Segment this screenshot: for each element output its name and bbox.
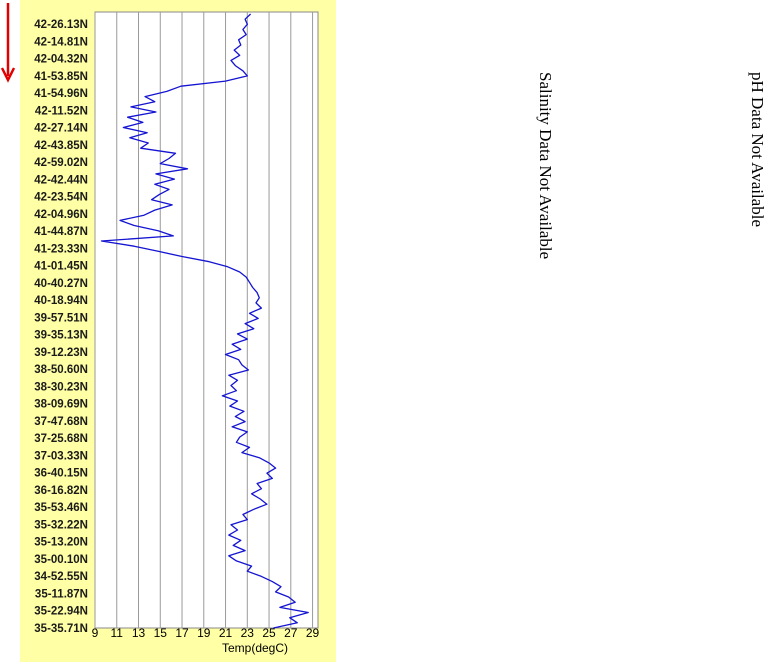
y-tick-label: 35-00.10N bbox=[34, 554, 88, 566]
y-tick-label: 42-27.14N bbox=[34, 123, 88, 135]
y-tick-label: 40-40.27N bbox=[34, 278, 88, 290]
x-tick-label: 9 bbox=[92, 626, 99, 640]
y-tick-label: 39-35.13N bbox=[34, 330, 88, 342]
y-tick-label: 42-59.02N bbox=[34, 157, 88, 169]
y-tick-label: 42-11.52N bbox=[35, 105, 88, 117]
y-tick-label: 34-52.55N bbox=[34, 571, 88, 583]
x-tick-label: 25 bbox=[262, 626, 276, 640]
y-tick-label: 42-43.85N bbox=[34, 140, 88, 152]
grid-layer bbox=[94, 11, 319, 629]
y-tick-label: 38-50.60N bbox=[34, 364, 88, 376]
x-axis-label: Temp(degC) bbox=[222, 641, 288, 655]
y-tick-label: 41-23.33N bbox=[34, 243, 88, 255]
x-tick-label: 13 bbox=[132, 626, 146, 640]
down-arrow-icon bbox=[0, 3, 16, 83]
salinity-unavailable-label: Salinity Data Not Available bbox=[536, 72, 555, 260]
ph-unavailable-label: pH Data Not Available bbox=[748, 72, 767, 228]
x-tick-label: 23 bbox=[241, 626, 255, 640]
x-tick-label: 17 bbox=[175, 626, 189, 640]
x-tick-label: 27 bbox=[284, 626, 298, 640]
y-tick-label: 42-23.54N bbox=[34, 192, 88, 204]
temperature-chart: 42-26.13N 42-14.81N 42-04.32N 41-53.85N 41-5… bbox=[34, 11, 320, 655]
y-tick-labels: 42-26.13N 42-14.81N 42-04.32N 41-53.85N 41-5… bbox=[34, 19, 88, 635]
y-tick-label: 36-40.15N bbox=[34, 468, 88, 480]
y-tick-label: 41-01.45N bbox=[34, 261, 88, 273]
y-tick-label: 39-57.51N bbox=[34, 312, 88, 324]
y-tick-label: 37-47.68N bbox=[34, 416, 88, 428]
temperature-series-line bbox=[100, 13, 309, 629]
y-tick-label: 42-14.81N bbox=[34, 36, 88, 48]
y-tick-label: 42-04.32N bbox=[34, 54, 88, 66]
y-tick-label: 38-09.69N bbox=[34, 399, 88, 411]
y-tick-label: 41-54.96N bbox=[34, 88, 88, 100]
y-tick-label: 42-42.44N bbox=[34, 174, 88, 186]
y-tick-label: 35-53.46N bbox=[34, 502, 88, 514]
y-tick-label: 37-25.68N bbox=[34, 433, 88, 445]
y-tick-label: 38-30.23N bbox=[34, 381, 88, 393]
x-tick-label: 21 bbox=[219, 626, 233, 640]
y-tick-label: 35-11.87N bbox=[35, 588, 88, 600]
y-tick-label: 35-35.71N bbox=[34, 623, 88, 635]
x-tick-label: 11 bbox=[111, 626, 124, 640]
y-tick-label: 39-12.23N bbox=[34, 347, 88, 359]
y-tick-label: 41-44.87N bbox=[34, 226, 88, 238]
x-tick-label: 19 bbox=[197, 626, 211, 640]
y-tick-label: 35-32.22N bbox=[34, 519, 88, 531]
y-tick-label: 42-04.96N bbox=[34, 209, 88, 221]
y-tick-label: 35-13.20N bbox=[34, 537, 88, 549]
y-tick-label: 36-16.82N bbox=[34, 485, 88, 497]
x-tick-label: 29 bbox=[306, 626, 320, 640]
plot-area bbox=[94, 11, 319, 629]
y-tick-label: 42-26.13N bbox=[34, 19, 88, 31]
series-layer bbox=[100, 13, 309, 629]
y-tick-label: 40-18.94N bbox=[34, 295, 88, 307]
y-tick-label: 41-53.85N bbox=[34, 71, 88, 83]
y-tick-label: 37-03.33N bbox=[34, 450, 88, 462]
x-tick-labels: 9 11 13 15 17 19 21 23 25 27 29 bbox=[92, 626, 320, 640]
y-tick-label: 35-22.94N bbox=[34, 606, 88, 618]
x-tick-label: 15 bbox=[154, 626, 168, 640]
